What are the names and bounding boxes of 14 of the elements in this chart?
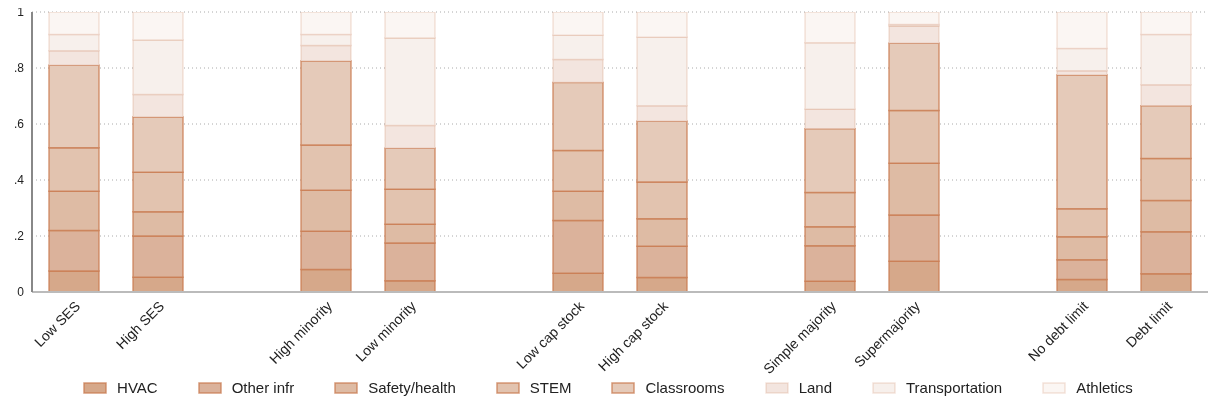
legend-label: Safety/health [368, 379, 456, 396]
legend-label: Classrooms [645, 379, 725, 396]
y-tick-label: 1 [17, 5, 25, 20]
legend-label: STEM [529, 379, 572, 396]
y-tick-label: .6 [13, 117, 25, 132]
y-tick-label: .2 [13, 229, 25, 244]
y-tick-label: .8 [13, 61, 25, 76]
y-tick-label: 0 [17, 285, 25, 300]
legend-label: HVAC [117, 379, 158, 396]
legend-label: Land [798, 379, 832, 396]
y-tick-label: .4 [13, 173, 25, 188]
legend-label: Other infr [231, 379, 295, 396]
legend-label: Athletics [1076, 379, 1133, 396]
legend-label: Transportation [906, 379, 1003, 396]
